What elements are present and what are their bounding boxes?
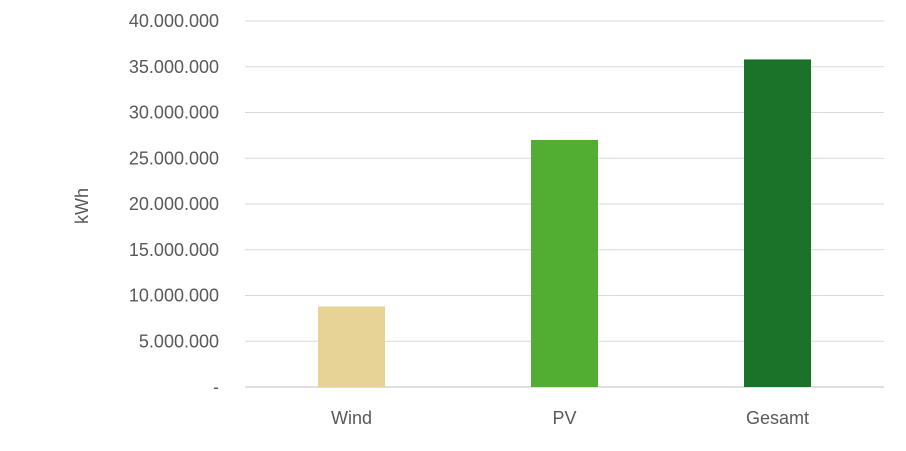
y-axis-title: kWh [72,188,92,224]
bar-pv [531,139,598,387]
y-tick-label: 15.000.000 [129,240,219,260]
y-tick-label: 10.000.000 [129,286,219,306]
y-tick-label: 30.000.000 [129,103,219,123]
y-axis-ticks: - 5.000.000 10.000.000 15.000.000 20.000.000… [129,11,219,397]
bars [318,59,811,388]
y-tick-label: 5.000.000 [139,331,219,351]
y-tick-label: - [213,377,219,397]
x-tick-label-pv: PV [552,408,576,428]
x-tick-label-wind: Wind [331,408,372,428]
x-tick-label-gesamt: Gesamt [746,408,809,428]
bar-gesamt [744,59,811,388]
y-tick-label: 25.000.000 [129,148,219,168]
x-axis-ticks: Wind PV Gesamt [331,408,809,428]
y-tick-label: 35.000.000 [129,57,219,77]
y-tick-label: 40.000.000 [129,11,219,31]
bar-wind [318,306,385,387]
y-tick-label: 20.000.000 [129,194,219,214]
